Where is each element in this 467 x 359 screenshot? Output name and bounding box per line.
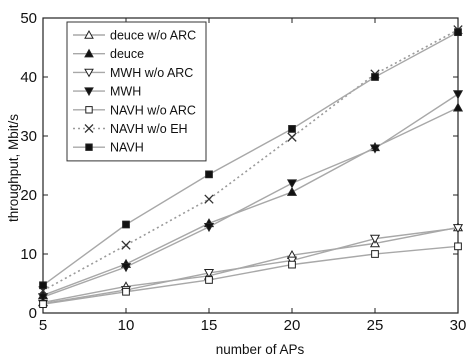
plot-frame — [42, 17, 459, 314]
y-tick-label: 0 — [29, 305, 37, 322]
legend-item: deuce — [73, 47, 144, 61]
data-point — [39, 281, 47, 290]
y-tick-label: 50 — [20, 10, 37, 27]
data-point — [369, 144, 381, 154]
series-line — [42, 226, 459, 304]
legend-item: NAVH — [73, 141, 144, 155]
series-line — [42, 93, 459, 298]
legend-item: MWH — [73, 85, 141, 99]
legend-item: NAVH w/o ARC — [73, 103, 196, 117]
x-tick-label: 20 — [284, 317, 301, 334]
data-point — [39, 300, 47, 309]
data-point — [205, 170, 213, 179]
legend-marker — [84, 29, 94, 39]
data-point — [369, 234, 381, 244]
data-point — [286, 186, 298, 196]
data-point — [288, 260, 296, 269]
tick-labels: 5 10 15 20 25 30 0 10 20 30 40 50 — [20, 10, 466, 334]
x-tick-label: 10 — [118, 317, 135, 334]
series-line — [42, 107, 459, 296]
series-navh — [39, 28, 462, 290]
x-tick-label: 25 — [367, 317, 384, 334]
legend-item: deuce w/o ARC — [73, 29, 196, 43]
series-line — [42, 29, 459, 292]
legend-marker — [85, 143, 93, 151]
legend-item: MWH w/o ARC — [73, 66, 193, 80]
legend-label: NAVH w/o ARC — [110, 103, 196, 117]
series-line — [42, 31, 459, 286]
data-point — [121, 240, 131, 250]
legend-label: NAVH — [110, 141, 144, 155]
y-tick-label: 40 — [20, 69, 37, 86]
legend-label: NAVH w/o EH — [110, 122, 188, 136]
x-axis-label: number of APs — [216, 342, 305, 357]
series-mwh — [37, 90, 464, 303]
legend-label: deuce w/o ARC — [110, 29, 196, 43]
legend-label: MWH — [110, 85, 141, 99]
data-point — [287, 132, 297, 142]
legend: deuce w/o ARC deuce MWH w/o ARC MWH NAVH w/o… — [66, 21, 207, 162]
x-tick-label: 30 — [450, 317, 467, 334]
y-axis-label: throughput, Mbit/s — [6, 114, 21, 222]
legend-label: deuce — [110, 47, 144, 61]
data-point — [452, 102, 464, 112]
data-point — [122, 220, 130, 229]
data-point — [120, 263, 132, 273]
data-point — [371, 250, 379, 258]
data-point — [37, 293, 49, 303]
legend-marker — [85, 106, 93, 114]
data-point — [122, 287, 130, 296]
data-point — [288, 125, 296, 133]
data-point — [203, 269, 215, 279]
legend-label: MWH w/o ARC — [110, 66, 193, 80]
data-point — [371, 73, 379, 81]
data-point — [454, 242, 462, 251]
legend-marker — [84, 68, 94, 78]
series-line — [42, 245, 459, 305]
data-point — [452, 224, 464, 234]
legend-marker — [84, 87, 94, 97]
legend-marker — [84, 48, 94, 58]
data-point — [452, 90, 464, 100]
series-navh-w-o-arc — [39, 242, 462, 309]
y-tick-label: 20 — [20, 187, 37, 204]
x-tick-label: 15 — [201, 317, 218, 334]
y-tick-label: 30 — [20, 128, 37, 145]
y-tick-label: 10 — [20, 246, 37, 263]
series-line — [42, 227, 459, 305]
data-point — [203, 223, 215, 233]
series-layer — [37, 25, 464, 309]
x-tick-label: 5 — [39, 317, 47, 334]
data-point — [204, 194, 214, 204]
data-point — [205, 276, 213, 284]
legend-item: NAVH w/o EH — [73, 122, 188, 136]
data-point — [454, 28, 462, 37]
data-point — [286, 179, 298, 189]
legend-marker — [84, 124, 94, 133]
